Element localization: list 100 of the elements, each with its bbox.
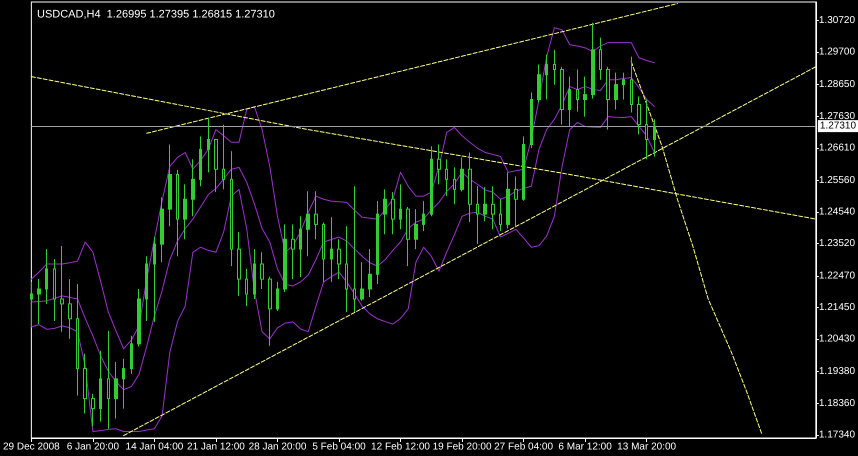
candlestick [222, 124, 225, 190]
candlestick [199, 136, 202, 187]
x-tick-label: 5 Feb 04:00 [312, 442, 366, 452]
candlestick [560, 66, 564, 126]
y-tick-label: 1.30720 [818, 15, 856, 26]
candlestick [114, 361, 118, 419]
candlestick [191, 158, 195, 217]
x-tick-label: 6 Mar 12:00 [558, 442, 612, 452]
y-tick-label: 1.23520 [818, 238, 856, 250]
candlestick [606, 66, 610, 130]
candlestick [468, 152, 472, 223]
candlestick [99, 350, 102, 422]
candlestick [522, 136, 525, 202]
candlestick [483, 186, 487, 222]
candlestick [60, 246, 64, 332]
candlestick [437, 144, 441, 185]
y-tick-label: 1.21450 [818, 302, 856, 314]
candlestick [45, 248, 48, 304]
candlestick [68, 278, 72, 340]
candlestick [583, 76, 587, 118]
candlestick [337, 238, 341, 280]
x-tick-label: 12 Feb 12:00 [371, 442, 430, 452]
candlestick [176, 169, 179, 257]
candlestick [322, 222, 325, 282]
candlestick [276, 281, 279, 312]
y-tick-label: 1.28650 [818, 79, 856, 90]
candlestick [153, 236, 156, 322]
candlestick [83, 353, 87, 414]
candlestick [499, 198, 502, 232]
line-series [30, 116, 655, 432]
candlestick [330, 216, 333, 282]
candlestick [53, 258, 56, 322]
candlestick [391, 192, 395, 235]
candlestick [622, 72, 625, 100]
candlestick [414, 208, 418, 250]
candlestick [599, 37, 602, 80]
x-tick-label: 27 Feb 04:00 [494, 442, 554, 452]
candlestick [122, 358, 125, 410]
candlestick [453, 166, 456, 205]
candlestick [76, 284, 79, 396]
candlestick [637, 96, 641, 136]
candlestick [291, 224, 295, 280]
candlestick [383, 188, 387, 235]
x-tick-label: 14 Jan 04:00 [126, 442, 184, 452]
candlestick [476, 186, 479, 245]
candlestick [376, 200, 379, 285]
candlestick [645, 99, 648, 160]
candlestick [168, 144, 172, 227]
candlestick [514, 176, 518, 227]
y-tick-label: 1.24540 [818, 206, 856, 218]
x-tick-label: 28 Jan 20:00 [248, 442, 307, 452]
candlestick [214, 138, 218, 193]
x-tick-label: 13 Mar 20:00 [617, 442, 677, 452]
candlestick [399, 184, 402, 230]
candlestick [245, 268, 248, 307]
candlestick [422, 200, 425, 232]
y-tick-label: 1.26610 [818, 142, 856, 154]
line-series [30, 77, 655, 390]
y-tick-label: 1.19380 [818, 366, 856, 378]
candlestick [314, 190, 318, 240]
candlestick [91, 393, 95, 428]
candlestick [207, 117, 210, 173]
candlestick [491, 186, 495, 230]
candlestick [260, 252, 264, 290]
candlestick [591, 22, 595, 100]
candlestick [445, 158, 448, 197]
candlestick [183, 184, 187, 240]
candlestick [568, 76, 571, 127]
candlestick [545, 54, 548, 100]
candlestick [430, 146, 433, 217]
x-tick-label: 19 Feb 20:00 [432, 442, 492, 452]
candlestick [137, 288, 141, 347]
candlestick [530, 92, 533, 149]
candlestick [37, 278, 41, 325]
candlestick [360, 262, 364, 302]
candlestick [406, 206, 410, 267]
text: USDCAD,H4 1.26995 1.27395 1.26815 1.27310 [37, 8, 275, 20]
candlestick [353, 186, 356, 312]
candlestick [368, 248, 372, 298]
y-tick-label: 1.20430 [818, 334, 856, 345]
candlestick [160, 196, 164, 263]
candlestick [553, 49, 556, 86]
candlestick [230, 150, 233, 267]
candlestick [130, 335, 133, 374]
candlestick [576, 69, 579, 112]
candlestick [506, 172, 510, 230]
candlestick [537, 64, 541, 104]
candlestick [107, 330, 110, 430]
candlestick [460, 156, 464, 192]
x-tick-label: 21 Jan 12:00 [187, 442, 246, 452]
y-tick-label: 1.17340 [818, 429, 856, 440]
candlestick [268, 276, 272, 346]
candlestick [283, 224, 287, 293]
x-tick-label: 29 Dec 2008 [2, 442, 60, 452]
y-tick-label: 1.29700 [818, 46, 856, 58]
x-tick-label: 6 Jan 20:00 [66, 442, 120, 452]
y-tick-label: 1.22470 [818, 270, 856, 282]
ref-line-label: 1.27310 [820, 120, 856, 132]
candlestick [653, 118, 656, 158]
candlestick [253, 248, 256, 300]
